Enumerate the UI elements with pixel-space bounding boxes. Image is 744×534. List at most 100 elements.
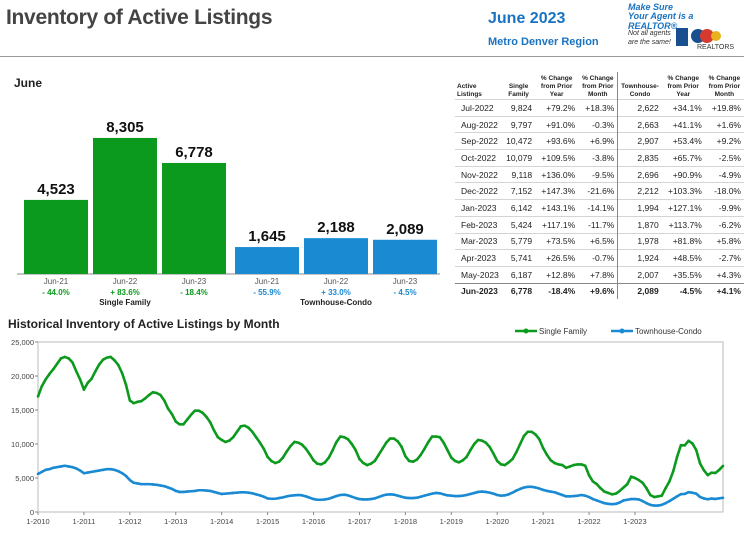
data-point [350, 442, 354, 446]
data-point [526, 485, 530, 489]
table-row: Jul-2022 9,824 +79.2% +18.3% 2,622 +34.1% +19.… [455, 99, 744, 117]
data-point [450, 494, 453, 497]
data-point [476, 490, 480, 494]
data-point [530, 485, 533, 489]
table-cell: -11.7% [578, 215, 618, 233]
data-point [101, 468, 105, 472]
data-point [262, 495, 266, 498]
data-point [515, 450, 518, 454]
data-point [694, 492, 698, 495]
table-cell: -14.1% [578, 199, 618, 217]
bar-value-label: 4,523 [37, 181, 75, 198]
tagline-make-sure: Make Sure [628, 2, 674, 12]
data-point [132, 401, 135, 405]
region-name: Metro Denver Region [488, 36, 599, 48]
bar-value-label: 2,188 [317, 219, 355, 236]
data-point [530, 430, 533, 434]
data-point [132, 481, 135, 485]
table-row: Dec-2022 7,152 +147.3% -21.6% 2,212 +103.3% -1… [455, 182, 744, 200]
table-cell: 10,472 [502, 132, 536, 150]
table-cell: 9,118 [502, 165, 536, 183]
data-point [507, 493, 511, 496]
table-cell: +9.2% [704, 132, 744, 150]
data-point [308, 496, 312, 500]
data-point [560, 463, 564, 467]
data-point [472, 442, 476, 446]
data-point [377, 453, 380, 457]
table-header-cell: % Change from Prior Month [708, 75, 741, 98]
data-point [224, 440, 227, 444]
data-point [247, 491, 250, 494]
data-point [193, 489, 197, 493]
table-cell: +147.3% [535, 182, 579, 200]
x-tick-label: 1-2013 [164, 517, 187, 526]
data-point [664, 501, 667, 505]
data-point [499, 463, 503, 466]
data-point [117, 469, 120, 473]
data-point [205, 415, 208, 419]
data-point [323, 498, 327, 501]
data-point [714, 471, 717, 475]
table-cell: 1,994 [617, 199, 662, 217]
data-point [381, 447, 384, 451]
data-point [361, 461, 365, 465]
data-point [392, 437, 396, 440]
data-point [266, 497, 269, 500]
table-cell: Jun-2023 [455, 282, 503, 300]
data-point [55, 465, 59, 469]
x-tick-label: 1-2019 [440, 517, 463, 526]
data-point [224, 492, 227, 495]
data-point [679, 492, 683, 496]
data-point [365, 498, 369, 501]
data-point [591, 497, 595, 501]
data-point [140, 399, 143, 403]
table-cell: +34.1% [661, 99, 705, 117]
data-point [86, 381, 90, 385]
bar-chart-title: June [14, 76, 43, 90]
data-point [335, 494, 338, 498]
series-line [37, 464, 724, 507]
data-point [668, 499, 671, 503]
data-point [388, 437, 392, 440]
data-point [480, 490, 484, 493]
data-point [251, 492, 254, 495]
data-point [243, 490, 246, 494]
data-point [67, 357, 70, 360]
table-cell: -2.7% [704, 249, 744, 267]
table-cell: 1,978 [617, 232, 662, 250]
table-cell: +65.7% [661, 149, 705, 167]
table-cell: 2,089 [617, 282, 662, 300]
data-point [675, 455, 679, 459]
data-point [166, 486, 170, 489]
data-point [430, 435, 434, 438]
data-point [365, 463, 369, 467]
data-point [113, 359, 116, 362]
data-point [182, 422, 185, 426]
data-point [136, 400, 139, 404]
data-point [285, 450, 289, 453]
data-point [564, 466, 568, 470]
historical-line-chart: 0 5,000 10,000 15,000 20,000 25,000 1-2010 1-20… [11, 327, 725, 526]
data-point [683, 492, 687, 496]
table-cell: -6.2% [704, 215, 744, 233]
table-cell: +19.8% [704, 99, 744, 117]
data-point [587, 473, 591, 477]
bar [304, 238, 368, 274]
table-cell: 2,835 [617, 149, 662, 167]
data-point [645, 486, 648, 490]
data-point [82, 471, 86, 475]
table-cell: 5,779 [502, 232, 536, 250]
data-point [515, 489, 518, 492]
data-point [710, 497, 713, 500]
table-cell: +53.4% [661, 132, 705, 150]
data-point [342, 493, 346, 496]
data-point [377, 495, 380, 499]
table-cell: 5,424 [502, 215, 536, 233]
table-cell: 2,907 [617, 132, 662, 150]
data-point [633, 497, 637, 501]
data-point [316, 498, 319, 502]
data-point [427, 493, 430, 496]
table-row: Sep-2022 10,472 +93.6% +6.9% 2,907 +53.4% +9.2… [455, 132, 744, 150]
data-point [453, 459, 457, 463]
data-point [346, 437, 350, 441]
